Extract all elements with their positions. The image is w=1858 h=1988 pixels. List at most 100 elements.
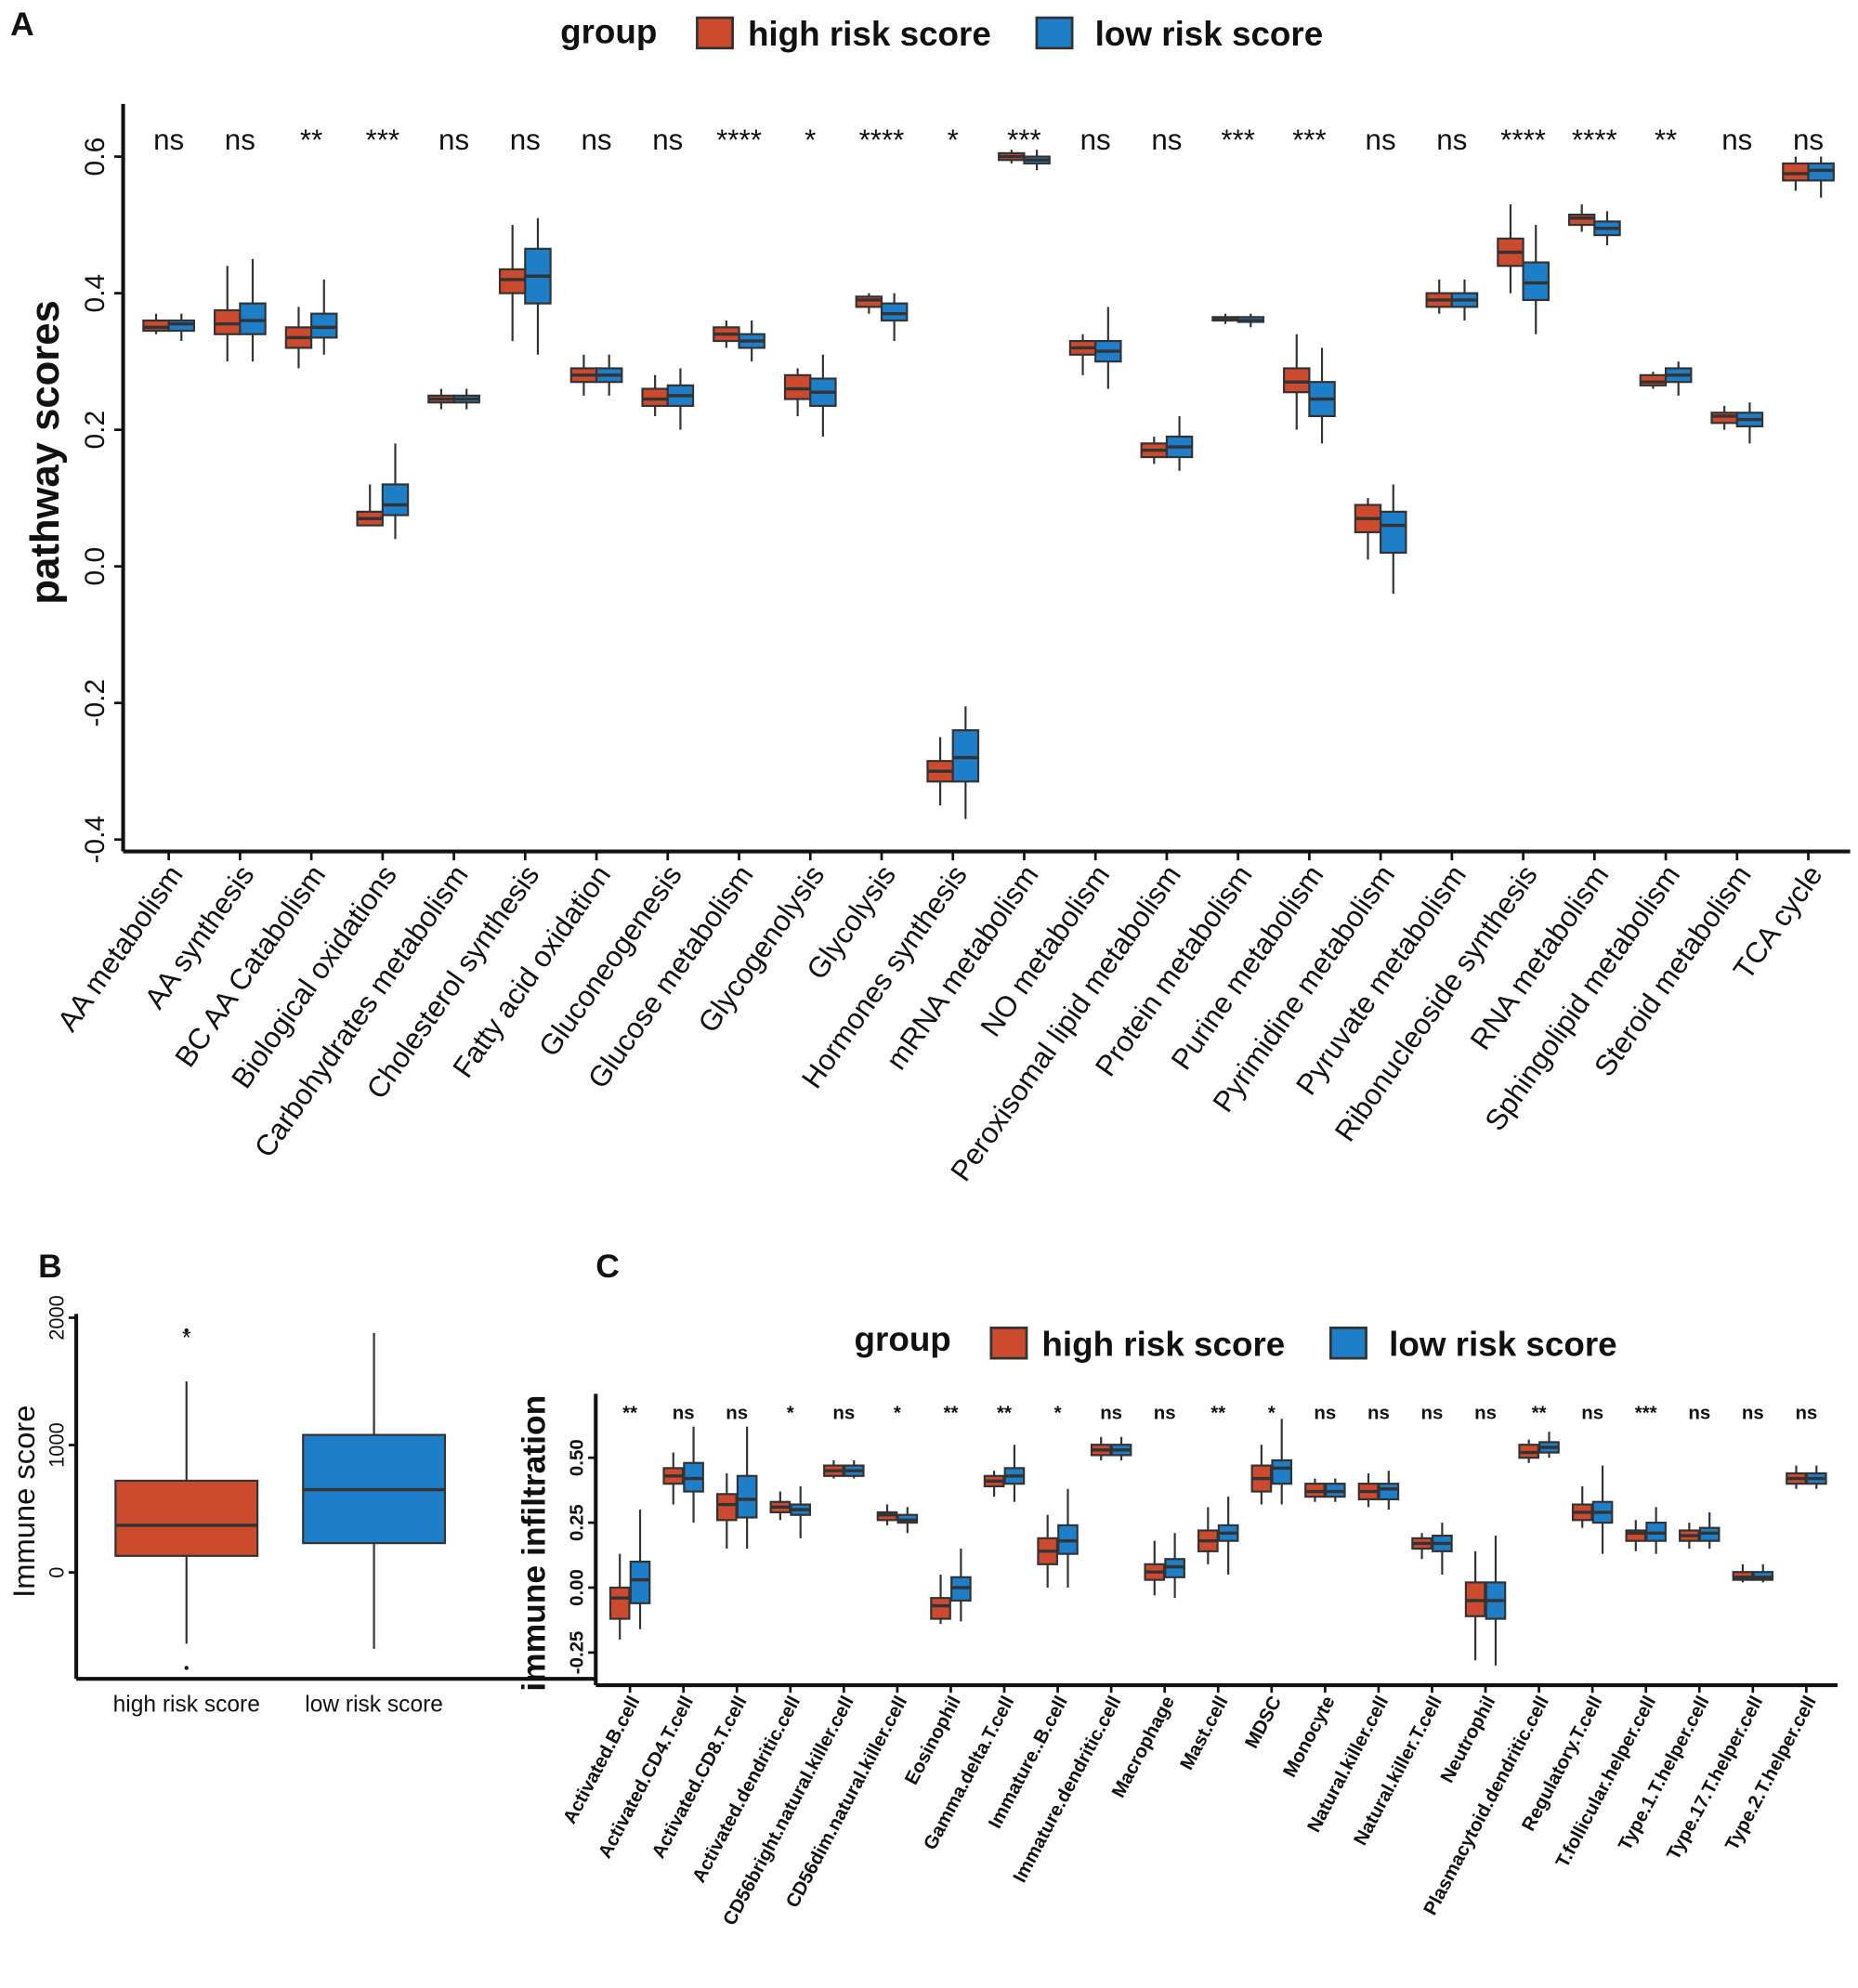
significance-label: **** (716, 124, 762, 156)
significance-label: ns (1151, 124, 1182, 156)
significance-label: * (948, 124, 959, 156)
legend-swatch-low (1035, 16, 1074, 50)
significance-label: ns (438, 124, 469, 156)
box-low-risk (1110, 1436, 1132, 1460)
box-low-risk (1271, 1419, 1293, 1505)
y-axis-label-c: immune infiltration (516, 1395, 553, 1692)
box-high-risk (1464, 1550, 1486, 1661)
x-tick-label: Activated.CD4.T.cell (595, 1693, 698, 1862)
box-low-risk (1023, 150, 1051, 171)
box-high-risk (1567, 204, 1596, 232)
significance-label: ns (1154, 1403, 1176, 1424)
x-tick-label: Type.17.T.helper.cell (1663, 1693, 1767, 1864)
box (142, 319, 170, 333)
box-high-risk (1571, 1485, 1593, 1528)
significance-label: * (1054, 1403, 1062, 1424)
box-high-risk (1037, 1514, 1058, 1588)
y-tick-label: 0.0 (80, 547, 111, 586)
significance-label: ** (300, 124, 322, 156)
box-low-risk (239, 258, 267, 362)
box (310, 312, 338, 339)
y-tick-label: 0.6 (80, 137, 111, 177)
box-high-risk (1250, 1445, 1273, 1505)
y-tick-label: 0.00 (567, 1569, 588, 1606)
y-tick-label: 0.4 (80, 274, 111, 313)
box-low-risk (1698, 1511, 1721, 1550)
box-high-risk (1068, 334, 1097, 375)
box (951, 729, 980, 783)
box-low-risk (1057, 1488, 1079, 1588)
box-high-risk (983, 1471, 1005, 1498)
significance-label: * (787, 1403, 794, 1424)
box (114, 1479, 259, 1557)
significance-label: ** (943, 1403, 958, 1424)
significance-label: ns (1421, 1403, 1444, 1424)
box-high-risk (1782, 156, 1810, 191)
significance-label: ** (1532, 1403, 1547, 1424)
significance-label: ** (622, 1403, 637, 1424)
box-high-risk (855, 293, 883, 314)
box-low-risk (1164, 1533, 1185, 1599)
box-low-risk (381, 443, 410, 540)
box-low-risk (736, 1426, 758, 1550)
box-low-risk (1664, 361, 1693, 396)
box (930, 1597, 951, 1620)
x-tick-label: low risk score (305, 1693, 443, 1718)
significance-label: ns (832, 1403, 855, 1424)
significance-label: * (894, 1403, 901, 1424)
y-tick-label: 2000 (45, 1295, 68, 1341)
box (1567, 213, 1596, 227)
box (1522, 261, 1550, 302)
significance-label: **** (1572, 124, 1617, 156)
box-high-risk (876, 1504, 898, 1525)
box-high-risk (142, 313, 170, 334)
box (1625, 1529, 1647, 1542)
box-low-risk (843, 1459, 865, 1479)
x-tick-label: NO metabolism (975, 859, 1117, 1042)
box-low-risk (1165, 415, 1194, 471)
x-tick-label: MDSC (1241, 1693, 1287, 1752)
box-low-risk (302, 1332, 447, 1649)
box (214, 308, 242, 335)
box-high-risk (1304, 1478, 1326, 1502)
significance-label: ns (153, 124, 184, 156)
y-tick-label: -0.25 (567, 1631, 588, 1675)
box-low-risk (1380, 484, 1407, 595)
box (167, 319, 196, 333)
outlier-point (184, 1666, 189, 1670)
significance-label: * (182, 1326, 191, 1351)
significance-label: ns (1793, 124, 1824, 156)
box (1639, 373, 1668, 386)
box-low-risk (167, 313, 196, 342)
legend-a: group high risk score low risk score (560, 12, 1323, 53)
box (1710, 412, 1738, 425)
box-high-risk (1497, 204, 1524, 294)
legend-label-low: low risk score (1095, 15, 1324, 53)
box-low-risk (1752, 1563, 1774, 1583)
significance-label: * (805, 124, 816, 156)
box-low-risk (1308, 347, 1336, 444)
box-high-risk (930, 1575, 951, 1625)
box-high-risk (1425, 279, 1453, 314)
box-low-risk (1003, 1445, 1026, 1502)
box (239, 302, 267, 335)
box (1283, 367, 1311, 394)
box-high-risk (1411, 1533, 1433, 1560)
box-high-risk (926, 737, 954, 805)
box (715, 1493, 738, 1522)
x-tick-label: Neutrophil (1436, 1693, 1499, 1786)
box-high-risk (1144, 1540, 1166, 1596)
x-tick-label: AA metabolism (51, 859, 190, 1037)
box-low-risk (880, 293, 909, 342)
box-high-risk (356, 484, 384, 527)
box-low-risk (1805, 1465, 1827, 1489)
box-low-risk (1538, 1432, 1560, 1458)
significance-label: ns (1795, 1403, 1817, 1424)
box-high-risk (1357, 1472, 1380, 1508)
legend-label-low: low risk score (1389, 1325, 1617, 1363)
significance-label: **** (859, 124, 905, 156)
box-low-risk (809, 354, 837, 437)
significance-label: **** (1500, 124, 1546, 156)
box-low-risk (1522, 225, 1550, 334)
